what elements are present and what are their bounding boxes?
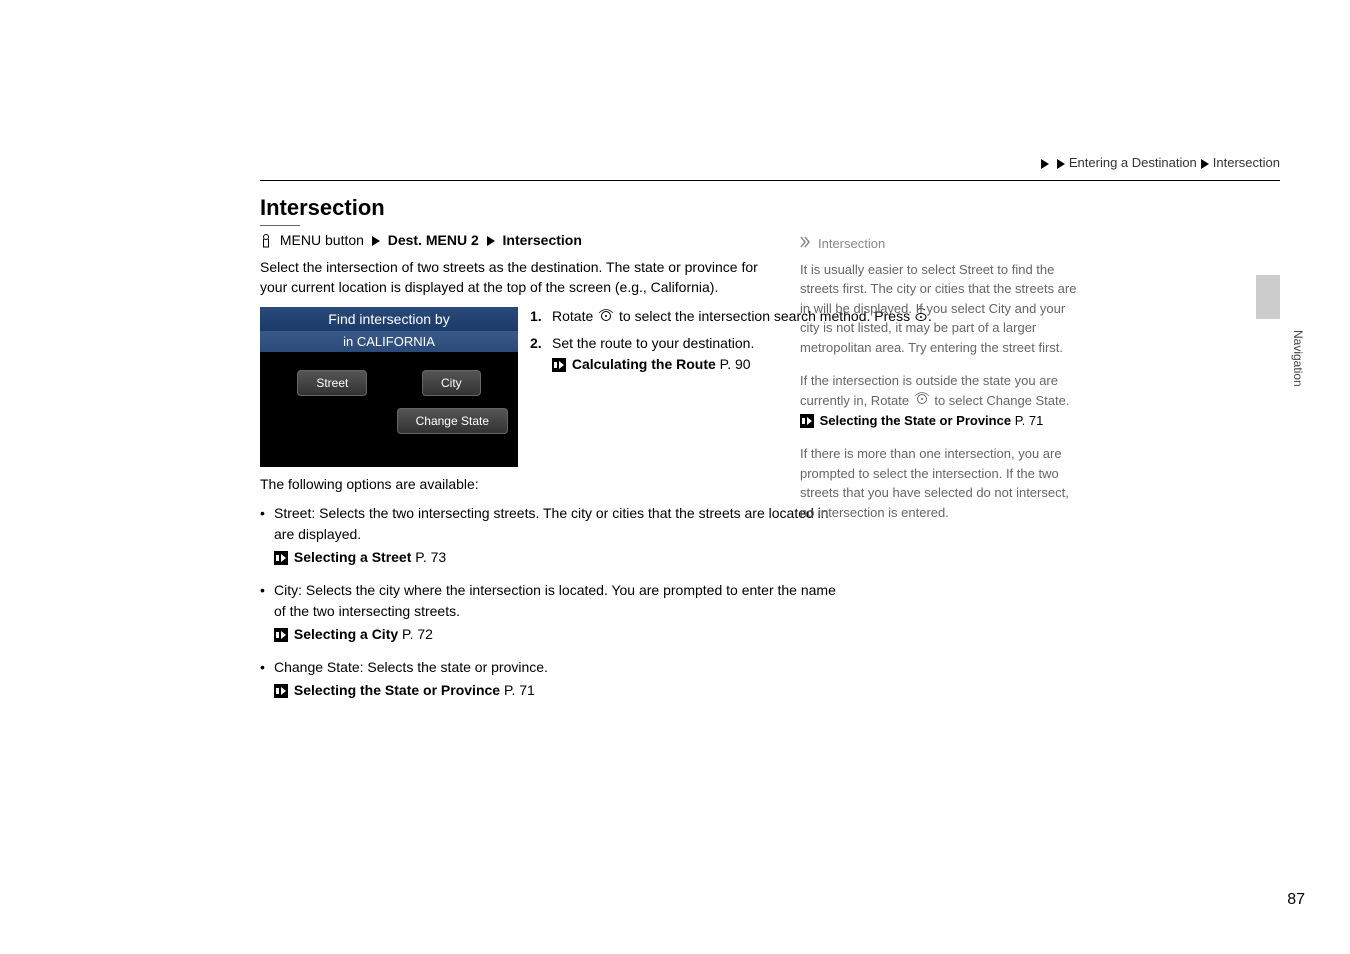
term: Change State: [274, 659, 360, 675]
bullet-text: City: Selects the city where the interse…: [274, 580, 840, 645]
breadcrumb-part: Intersection: [1213, 155, 1280, 170]
menu-button-label: MENU button: [280, 232, 364, 248]
change-state-button: Change State: [397, 408, 508, 434]
text-fragment: .: [1066, 393, 1070, 408]
section-label-vertical: Navigation: [1291, 330, 1305, 387]
page-tab: [1256, 275, 1280, 319]
reference-icon: [274, 628, 288, 642]
cross-reference: Selecting the State or Province P. 71: [274, 680, 840, 701]
sidebar-notes: Intersection It is usually easier to sel…: [800, 234, 1080, 536]
term: City: [274, 582, 298, 598]
reference-icon: [274, 684, 288, 698]
bullet-icon: •: [260, 657, 274, 701]
nav-path: MENU button Dest. MENU 2 Intersection: [260, 232, 1280, 248]
chevron-icon: [1201, 159, 1209, 169]
ref-title: Selecting the State or Province: [820, 413, 1011, 428]
play-icon: [487, 236, 495, 246]
text-fragment: Rotate: [552, 308, 597, 324]
dest-menu-label: Dest. MENU 2: [388, 232, 479, 248]
ref-page: P. 71: [1011, 413, 1043, 428]
ref-page: P. 72: [398, 626, 433, 642]
term: City: [989, 301, 1011, 316]
cross-reference: Selecting a Street P. 73: [274, 547, 840, 568]
cross-reference: Selecting a City P. 72: [274, 624, 840, 645]
divider: [260, 180, 1280, 181]
sidebar-paragraph: If the intersection is outside the state…: [800, 371, 1080, 430]
text-fragment: It is usually easier to select: [800, 262, 959, 277]
intro-text: Select the intersection of two streets a…: [260, 258, 770, 297]
reference-icon: [800, 414, 814, 428]
term: Street: [274, 505, 311, 521]
breadcrumb: Entering a Destination Intersection: [1037, 155, 1280, 170]
page-number: 87: [1287, 891, 1305, 909]
divider: [260, 225, 300, 226]
ref-page: P. 71: [500, 682, 535, 698]
step-number: 2.: [530, 334, 548, 375]
ref-title: Selecting a City: [294, 626, 398, 642]
prefix-text: in: [343, 334, 357, 349]
bullet-text: Change State: Selects the state or provi…: [274, 657, 840, 701]
bullet-icon: •: [260, 580, 274, 645]
menu-button-icon: [260, 234, 272, 248]
chevrons-icon: [800, 234, 814, 254]
sidebar-paragraph: It is usually easier to select Street to…: [800, 260, 1080, 358]
options-intro: The following options are available:: [260, 475, 1280, 495]
text-fragment: to select: [931, 393, 987, 408]
definition: : Selects the two intersecting streets. …: [274, 505, 829, 542]
play-icon: [372, 236, 380, 246]
sidebar-paragraph: If there is more than one intersection, …: [800, 444, 1080, 522]
term: Street: [959, 262, 994, 277]
ref-title: Calculating the Route: [572, 356, 716, 372]
rotate-dial-icon: [597, 308, 615, 328]
city-button: City: [422, 370, 481, 396]
screenshot-subtitle: in CALIFORNIA: [260, 331, 518, 352]
section-title: Intersection: [260, 195, 1280, 221]
street-button: Street: [297, 370, 367, 396]
sidebar-title: Intersection: [800, 234, 1080, 254]
bullet-text: Street: Selects the two intersecting str…: [274, 503, 840, 568]
rotate-dial-icon: [913, 391, 931, 411]
ref-title: Selecting the State or Province: [294, 682, 500, 698]
ref-page: P. 73: [411, 549, 446, 565]
ref-title: Selecting a Street: [294, 549, 412, 565]
intersection-label: Intersection: [503, 232, 582, 248]
definition: : Selects the state or province.: [360, 659, 548, 675]
text-fragment: Set the route to your destination.: [552, 335, 754, 351]
term: Change State: [986, 393, 1066, 408]
step-number: 1.: [530, 307, 548, 327]
definition: : Selects the city where the intersectio…: [274, 582, 836, 619]
ref-page: P. 90: [716, 356, 751, 372]
screenshot-title: Find intersection by: [260, 307, 518, 331]
chevron-icon: [1041, 159, 1049, 169]
bullet-icon: •: [260, 503, 274, 568]
nav-screenshot: Find intersection by in CALIFORNIA Stree…: [260, 307, 518, 467]
sidebar-title-text: Intersection: [818, 234, 885, 254]
reference-icon: [552, 358, 566, 372]
chevron-icon: [1057, 159, 1065, 169]
breadcrumb-part: Entering a Destination: [1069, 155, 1197, 170]
state-text: CALIFORNIA: [357, 334, 435, 349]
reference-icon: [274, 551, 288, 565]
